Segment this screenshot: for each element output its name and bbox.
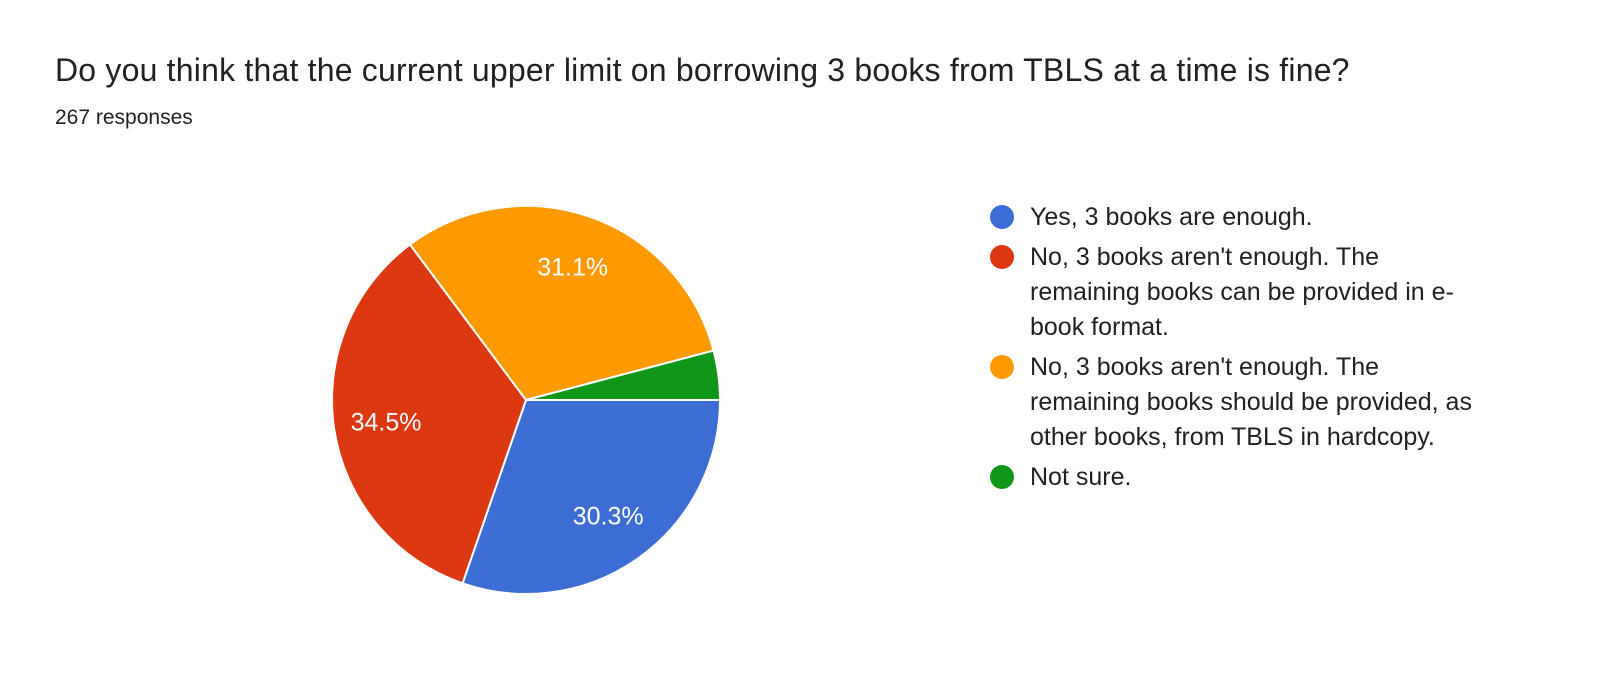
pie-slice[interactable] bbox=[461, 399, 721, 595]
legend-color-dot-icon bbox=[990, 355, 1014, 379]
pie-slice[interactable] bbox=[409, 205, 715, 401]
pie-slice-percentage-label: 34.5% bbox=[351, 409, 422, 437]
response-count: 267 responses bbox=[55, 106, 193, 129]
question-title: Do you think that the current upper limi… bbox=[55, 52, 1350, 88]
legend-label: Not sure. bbox=[1030, 463, 1132, 491]
legend-item: No, 3 books aren't enough. The remaining… bbox=[990, 240, 1495, 345]
pie-slice[interactable] bbox=[525, 349, 721, 401]
legend-color-dot-icon bbox=[990, 205, 1014, 229]
legend-color-dot-icon bbox=[990, 245, 1014, 269]
legend-item: No, 3 books aren't enough. The remaining… bbox=[990, 350, 1495, 455]
pie-chart[interactable]: 30.3% 34.5% 31.1% bbox=[330, 204, 722, 596]
pie-slice-percentage-label: 31.1% bbox=[537, 253, 608, 281]
legend-label: No, 3 books aren't enough. The remaining… bbox=[1030, 353, 1472, 451]
legend-label: Yes, 3 books are enough. bbox=[1030, 203, 1313, 231]
chart-legend: Yes, 3 books are enough. No, 3 books aren… bbox=[990, 200, 1495, 500]
legend-item: Not sure. bbox=[990, 460, 1495, 495]
pie-slice[interactable] bbox=[331, 243, 527, 585]
legend-label: No, 3 books aren't enough. The remaining… bbox=[1030, 243, 1454, 341]
pie-slice-percentage-label: 30.3% bbox=[573, 502, 644, 530]
legend-color-dot-icon bbox=[990, 465, 1014, 489]
legend-item: Yes, 3 books are enough. bbox=[990, 200, 1495, 235]
